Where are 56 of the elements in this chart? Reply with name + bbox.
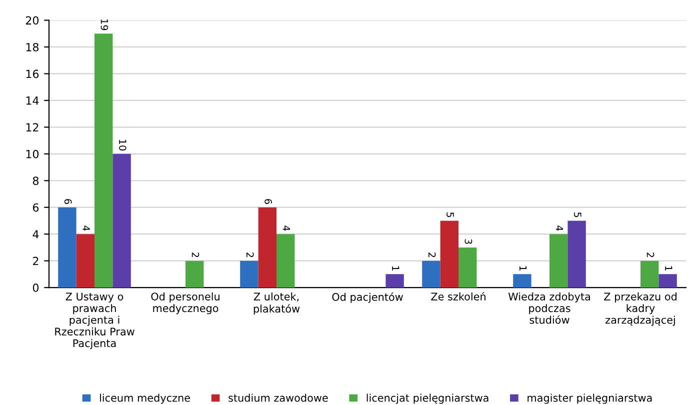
bar [58, 207, 76, 288]
bar [258, 207, 276, 288]
data-label: 2 [192, 252, 200, 258]
x-tick-label: Z Ustawy o prawach pacjenta i Rzeczniku Praw Pacjenta [55, 292, 134, 350]
y-tick-label: 8 [32, 176, 39, 186]
bar [240, 260, 258, 288]
bar [550, 234, 568, 288]
bar [458, 247, 477, 288]
data-label: 10 [118, 140, 126, 150]
data-label: 6 [264, 199, 272, 204]
y-tick-label: 4 [32, 230, 39, 238]
legend-label: studium zawodowe [228, 394, 328, 402]
data-label: 2 [246, 252, 254, 258]
bar [94, 34, 113, 288]
bar [186, 260, 204, 288]
data-label: 6 [64, 199, 72, 204]
bar [112, 154, 131, 288]
data-label: 3 [464, 239, 472, 244]
data-label: 5 [446, 212, 454, 218]
data-label: 4 [556, 226, 564, 231]
y-tick-label: 6 [32, 203, 39, 212]
bar [422, 260, 440, 288]
y-tick-label: 10 [26, 150, 39, 158]
y-tick-label: 16 [26, 70, 39, 78]
x-tick-label: Wiedza zdobyta podczas studiów [508, 292, 590, 324]
bar [440, 220, 458, 288]
data-label: 4 [82, 226, 90, 231]
bar [568, 220, 586, 288]
data-label: 2 [428, 252, 436, 258]
bar [658, 274, 677, 288]
y-tick-label: 12 [26, 123, 38, 132]
legend-label: licencjat pielęgniarstwa [366, 394, 488, 404]
x-tick-label: Z ulotek, plakatów [254, 292, 300, 315]
y-tick-label: 0 [32, 284, 39, 292]
data-label: 5 [574, 212, 582, 218]
data-label: 19 [100, 20, 108, 30]
y-tick-label: 18 [26, 42, 39, 52]
data-label: 1 [665, 266, 672, 271]
y-tick-label: 20 [26, 16, 39, 25]
bar [513, 274, 532, 288]
data-label: 1 [520, 266, 527, 271]
y-tick-label: 14 [26, 96, 39, 105]
bar [640, 260, 659, 288]
legend-label: liceum medyczne [100, 394, 190, 404]
legend-label: magister pielęgniarstwa [528, 394, 652, 404]
x-tick-label: Ze szkoleń [431, 292, 486, 300]
x-tick-label: Od personelu medycznego [151, 292, 220, 314]
bar [276, 234, 295, 288]
data-label: 2 [646, 252, 654, 258]
bar [386, 274, 404, 288]
data-label: 1 [392, 266, 400, 271]
y-tick-label: 2 [33, 256, 38, 266]
x-tick-label: Od pacjentów [332, 292, 403, 303]
bar [76, 234, 94, 288]
data-label: 4 [282, 226, 290, 231]
x-tick-label: Z przekazu od kadry zarządzającej [604, 292, 676, 326]
